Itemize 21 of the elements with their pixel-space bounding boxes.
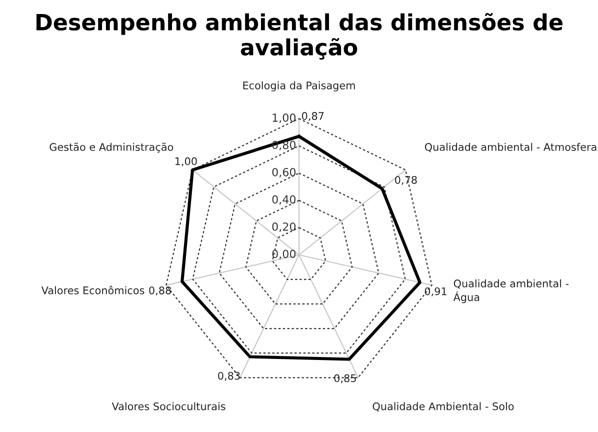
data-label: 0,85 bbox=[334, 374, 356, 384]
spoke-label: Gestão e Administração bbox=[50, 142, 174, 153]
spoke-label: Valores Econômicos bbox=[41, 286, 144, 294]
y-tick-label: 0,00 bbox=[272, 250, 296, 260]
data-label: 0,83 bbox=[218, 372, 240, 381]
spoke-label: Qualidade ambiental - Atmosfera bbox=[424, 142, 596, 152]
y-tick-label: 0,40 bbox=[272, 195, 296, 205]
spoke-label: Qualidade Ambiental - Solo bbox=[372, 402, 514, 412]
spoke-label: Valores Socioculturais bbox=[112, 402, 226, 410]
y-tick-label: 0,20 bbox=[272, 222, 296, 232]
data-label: 1,00 bbox=[175, 157, 197, 166]
data-label: 0,91 bbox=[424, 287, 446, 296]
data-label: 0,88 bbox=[149, 286, 171, 296]
y-tick-label: 0,80 bbox=[272, 140, 296, 150]
y-tick-label: 1,00 bbox=[272, 113, 296, 123]
y-tick-label: 0,60 bbox=[272, 168, 296, 178]
chart-title: Desempenho ambiental das dimensões de avaliação bbox=[36, 12, 562, 60]
spoke-label: Ecologia da Paisagem bbox=[243, 81, 355, 92]
data-label: 0,87 bbox=[302, 112, 324, 121]
data-label: 0,78 bbox=[395, 176, 417, 185]
spoke-label: Qualidade ambiental - Água bbox=[453, 279, 569, 304]
